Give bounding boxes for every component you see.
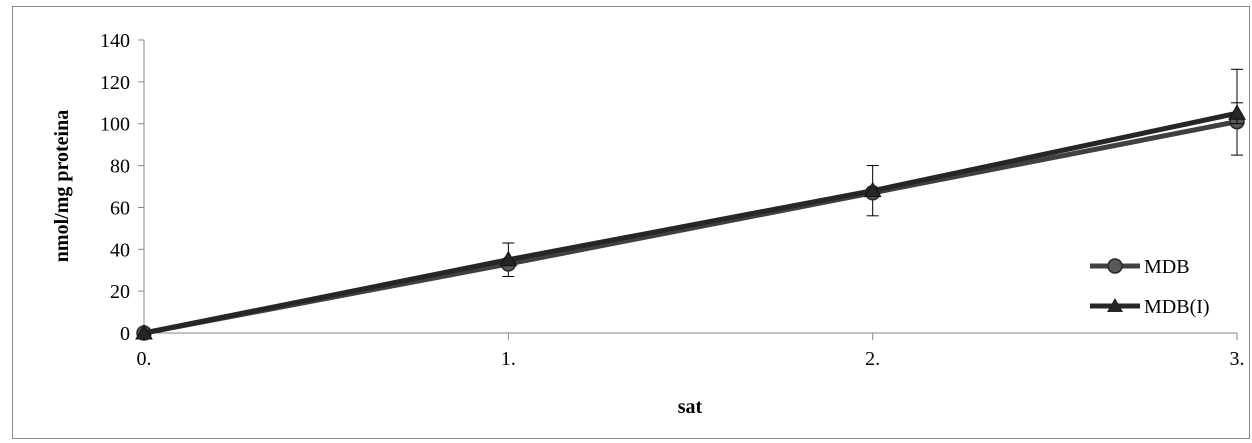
y-tick-label: 140 (100, 30, 130, 52)
legend: MDB MDB(I) (1090, 256, 1210, 318)
y-tick-label: 20 (110, 281, 130, 303)
x-tick-label: 3. (1230, 348, 1245, 370)
legend-item: MDB (1090, 256, 1190, 278)
legend-marker (1107, 258, 1123, 274)
legend-item: MDB(I) (1090, 296, 1210, 318)
y-tick-label: 60 (110, 197, 130, 219)
legend-label: MDB(I) (1144, 296, 1210, 318)
y-tick-label: 120 (100, 72, 130, 94)
data-point (1228, 104, 1246, 120)
series-layer (135, 68, 1246, 341)
legend-label: MDB (1144, 256, 1190, 278)
x-axis: 0. 1. 2. 3. (137, 332, 1245, 370)
series-mdb-i (135, 102, 1246, 340)
y-tick-label: 80 (110, 156, 130, 178)
x-tick-label: 2. (865, 348, 880, 370)
y-axis-title: nmol/mg proteina (51, 110, 73, 262)
data-point (863, 181, 882, 198)
legend-marker (1107, 298, 1123, 312)
x-tick-label: 1. (501, 348, 516, 370)
x-axis-title: sat (678, 396, 703, 418)
data-point (135, 323, 153, 340)
data-point (499, 250, 518, 267)
series-line (143, 110, 1238, 336)
y-tick-label: 100 (100, 114, 130, 136)
y-tick-label: 40 (110, 239, 130, 261)
x-tick-label: 0. (137, 348, 152, 370)
y-axis: 0 20 40 60 80 100 120 140 (100, 30, 145, 345)
chart-frame (12, 6, 1250, 439)
y-tick-label: 0 (120, 323, 130, 345)
